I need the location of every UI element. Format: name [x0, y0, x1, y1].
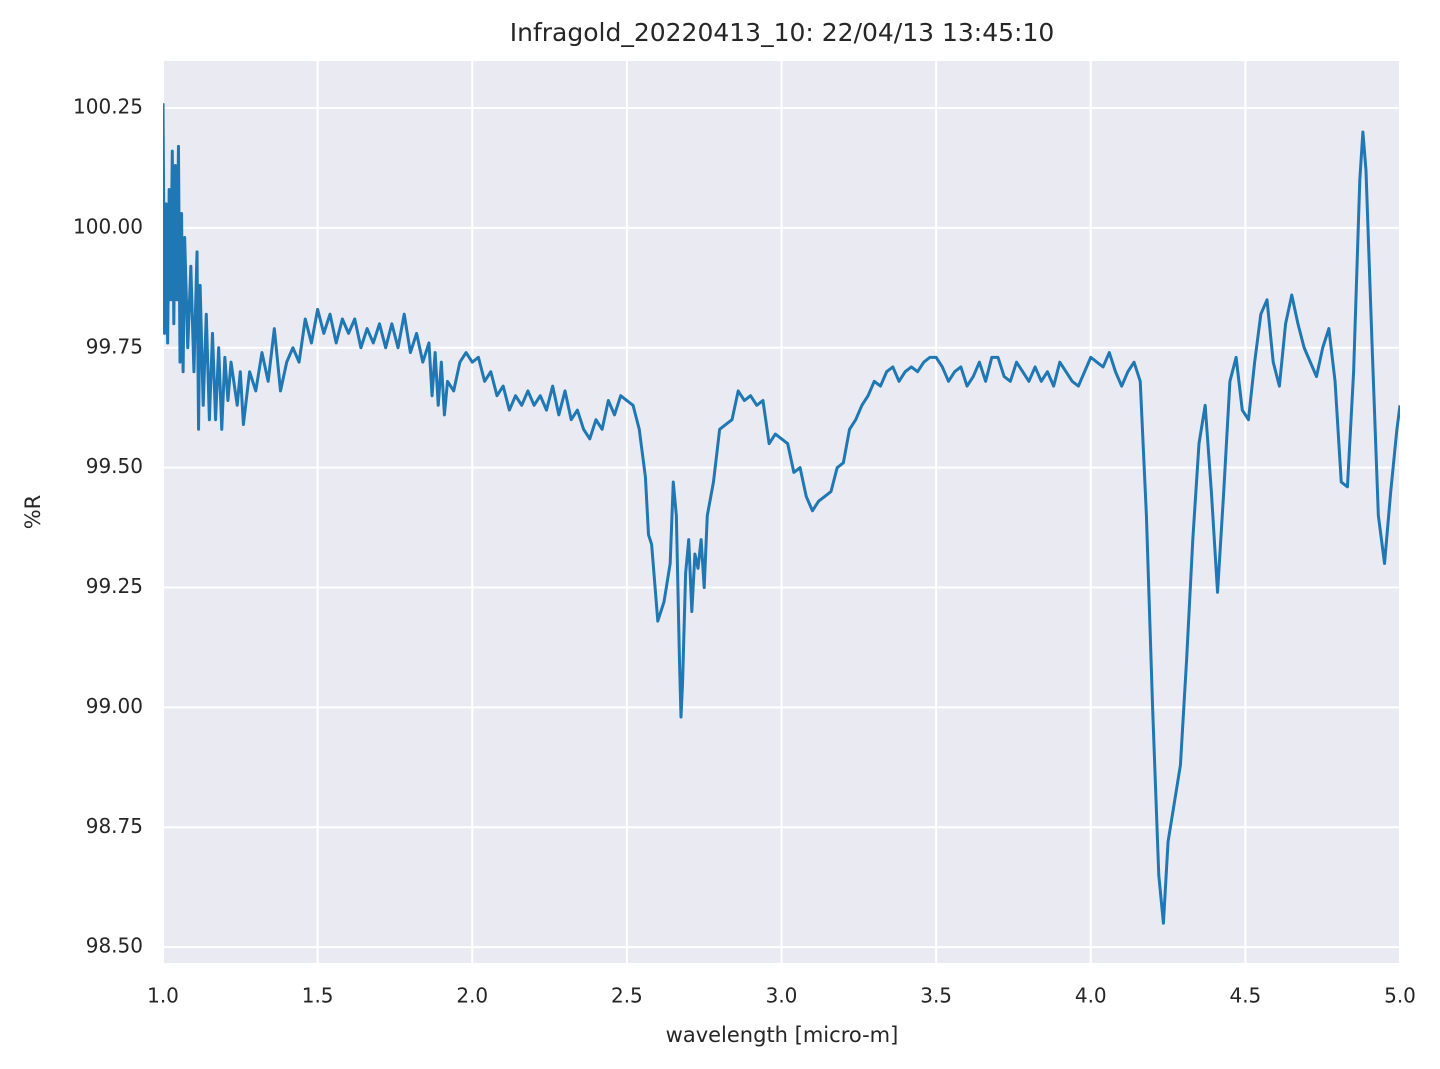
x-axis-label: wavelength [micro-m] — [666, 1023, 899, 1047]
x-tick-label: 5.0 — [1384, 984, 1416, 1008]
y-tick-label: 99.00 — [86, 694, 143, 718]
x-tick-label: 4.5 — [1229, 984, 1261, 1008]
chart-title: Infragold_20220413_10: 22/04/13 13:45:10 — [510, 18, 1055, 47]
y-tick-label: 98.75 — [86, 814, 143, 838]
x-tick-label: 4.0 — [1075, 984, 1107, 1008]
x-tick-label: 2.5 — [611, 984, 643, 1008]
x-tick-label: 2.0 — [456, 984, 488, 1008]
y-tick-label: 100.00 — [73, 214, 143, 238]
x-tick-label: 3.0 — [766, 984, 798, 1008]
y-axis-label: %R — [21, 495, 45, 530]
y-tick-label: 98.50 — [86, 934, 143, 958]
data-line — [163, 103, 1400, 925]
y-tick-label: 99.50 — [86, 454, 143, 478]
x-tick-label: 1.0 — [147, 984, 179, 1008]
y-tick-label: 99.25 — [86, 574, 143, 598]
y-tick-label: 100.25 — [73, 94, 143, 118]
y-tick-label: 99.75 — [86, 334, 143, 358]
x-tick-label: 3.5 — [920, 984, 952, 1008]
x-tick-label: 1.5 — [302, 984, 334, 1008]
